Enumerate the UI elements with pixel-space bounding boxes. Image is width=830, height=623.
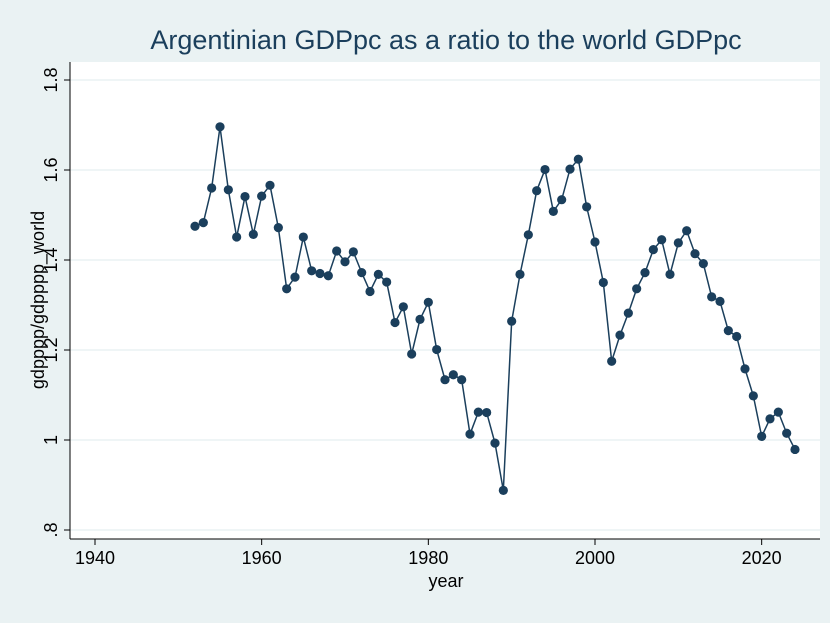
data-point [682, 226, 692, 236]
data-point [190, 221, 200, 231]
data-point [290, 272, 300, 282]
data-point [665, 269, 675, 279]
data-point [765, 414, 775, 424]
data-point [565, 164, 575, 174]
data-point [732, 331, 742, 342]
data-point [523, 230, 533, 240]
y-tick-label: 1 [41, 435, 61, 445]
data-point [790, 444, 800, 455]
data-point [582, 202, 592, 212]
data-point [265, 180, 275, 190]
x-tick-label: 2000 [575, 548, 615, 568]
data-point [490, 438, 500, 448]
x-tick-label: 1940 [75, 548, 115, 568]
data-point [382, 277, 392, 287]
data-point [240, 191, 250, 202]
y-tick-label: 1.2 [41, 337, 61, 362]
data-point [615, 330, 625, 340]
data-point [723, 326, 733, 336]
y-tick-label: .8 [41, 522, 61, 537]
data-point [390, 317, 400, 328]
data-point [632, 284, 642, 294]
x-tick-label: 2020 [742, 548, 782, 568]
data-point [232, 232, 242, 242]
data-point [740, 364, 750, 374]
grid-lines [70, 79, 820, 531]
data-point [215, 122, 225, 132]
data-point [307, 266, 317, 276]
data-point [457, 375, 467, 385]
data-point [515, 269, 525, 279]
data-point [648, 245, 658, 255]
data-point [748, 391, 758, 401]
y-tick-label: 1.8 [41, 67, 61, 92]
data-point [473, 407, 483, 417]
data-point [757, 431, 767, 441]
data-point [657, 235, 667, 245]
y-axis-ticks: .8 1 1.2 1.4 1.6 1.8 [41, 67, 70, 538]
data-point [415, 314, 425, 324]
x-axis-title: year [428, 571, 463, 591]
data-point [248, 229, 258, 239]
plot-area [70, 62, 820, 539]
data-point [365, 286, 375, 297]
data-point [348, 247, 358, 257]
x-tick-label: 1980 [408, 548, 448, 568]
x-tick-label: 1960 [242, 548, 282, 568]
data-point [432, 344, 442, 355]
data-point [557, 195, 567, 205]
data-point [715, 296, 725, 306]
data-point [673, 238, 683, 248]
data-point [198, 218, 208, 228]
data-point [540, 164, 550, 175]
data-point [298, 232, 308, 242]
data-point [332, 246, 342, 256]
x-axis-ticks: 1940 1960 1980 2000 2020 [75, 539, 782, 568]
data-point [373, 269, 383, 279]
data-point [440, 375, 450, 385]
data-point [257, 191, 267, 201]
data-point [223, 185, 233, 195]
data-point [398, 302, 408, 312]
data-point [623, 308, 633, 318]
data-point [323, 271, 333, 281]
data-point [282, 284, 292, 294]
data-point [448, 370, 458, 380]
data-point [207, 183, 217, 193]
data-point [423, 297, 433, 307]
chart-title: Argentinian GDPpc as a ratio to the worl… [150, 25, 741, 55]
data-point [507, 316, 517, 326]
data-point [698, 259, 708, 269]
data-point [590, 237, 600, 247]
data-point [315, 268, 325, 279]
data-point [357, 268, 367, 278]
y-axis-title: gdpppp/gdpppp_world [28, 211, 49, 389]
data-point [532, 186, 542, 196]
data-point [773, 407, 783, 417]
data-point [707, 292, 717, 302]
data-point [340, 257, 350, 267]
data-point [598, 277, 608, 288]
data-point [498, 485, 508, 495]
data-point [465, 429, 475, 439]
data-point [690, 249, 700, 259]
series-layer [190, 122, 800, 495]
data-point [607, 356, 617, 366]
data-point [548, 206, 558, 216]
y-tick-label: 1.4 [41, 247, 61, 272]
data-point [782, 428, 792, 438]
y-tick-label: 1.6 [41, 157, 61, 182]
data-point [407, 349, 417, 359]
data-point [573, 154, 583, 164]
data-point [273, 223, 283, 233]
data-point [640, 268, 650, 278]
data-point [482, 407, 492, 418]
